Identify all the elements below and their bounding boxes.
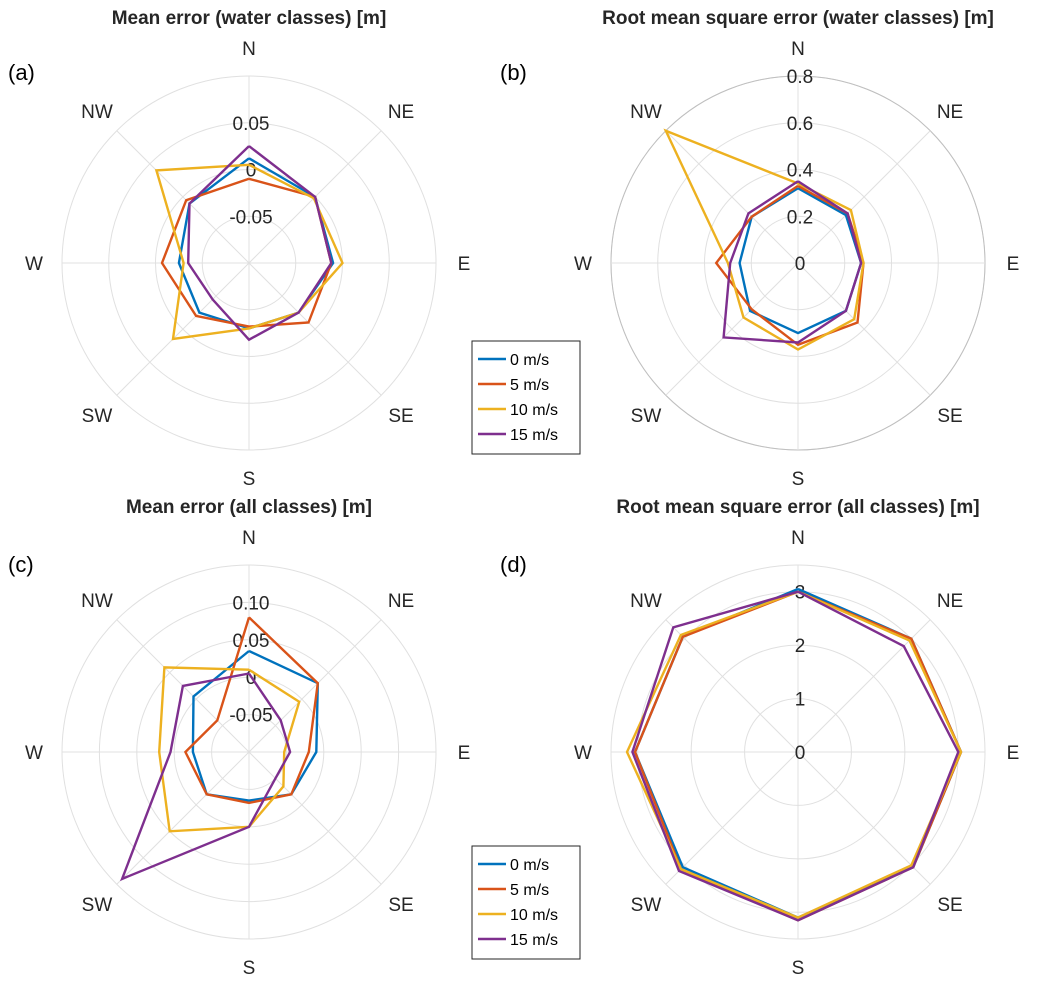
series-line bbox=[186, 145, 333, 342]
direction-label: NW bbox=[81, 591, 113, 612]
series-line bbox=[625, 590, 963, 919]
direction-label: SE bbox=[937, 895, 962, 916]
direction-label: NW bbox=[630, 591, 662, 612]
direction-label: E bbox=[458, 743, 471, 764]
grid-spoke bbox=[665, 751, 799, 885]
series-line bbox=[154, 163, 344, 341]
legend-label: 10 m/s bbox=[510, 907, 558, 924]
grid-spoke bbox=[248, 751, 382, 885]
legend-label: 10 m/s bbox=[510, 402, 558, 419]
polar-panel-d: Root mean square error (all classes) [m]… bbox=[500, 497, 1019, 979]
legend-label: 0 m/s bbox=[510, 857, 549, 874]
legend: 0 m/s 5 m/s 10 m/s 15 m/s bbox=[471, 340, 581, 455]
radial-tick-label: 2 bbox=[795, 636, 806, 657]
grid-spoke bbox=[797, 262, 931, 396]
series-line bbox=[183, 616, 320, 805]
radial-tick-label: 0.05 bbox=[233, 114, 270, 135]
series-line bbox=[631, 590, 960, 922]
radial-tick-label: 0 bbox=[795, 254, 806, 275]
radial-tick-label: 0 bbox=[246, 668, 257, 689]
series-line bbox=[157, 666, 301, 833]
radial-tick-label: 1 bbox=[795, 690, 806, 711]
direction-label: W bbox=[25, 743, 43, 764]
direction-label: E bbox=[458, 254, 471, 275]
panel-label: (c) bbox=[8, 552, 34, 577]
grid-spoke bbox=[116, 130, 250, 264]
direction-label: S bbox=[792, 958, 805, 979]
series-line bbox=[722, 180, 863, 344]
grid-spoke bbox=[797, 130, 931, 264]
grid-spoke bbox=[248, 262, 382, 396]
grid-spoke bbox=[665, 619, 799, 753]
polar-panel-b: Root mean square error (water classes) [… bbox=[500, 8, 1019, 490]
direction-label: N bbox=[791, 39, 805, 60]
direction-label: W bbox=[25, 254, 43, 275]
grid-spoke bbox=[116, 751, 250, 885]
panel-label: (a) bbox=[8, 60, 35, 85]
direction-label: W bbox=[574, 743, 592, 764]
direction-label: E bbox=[1007, 743, 1020, 764]
grid-spoke bbox=[665, 262, 799, 396]
radial-tick-label: 0 bbox=[795, 743, 806, 764]
panel-title: Root mean square error (all classes) [m] bbox=[616, 497, 979, 518]
radial-tick-label: 0.8 bbox=[787, 67, 813, 88]
series-line bbox=[177, 157, 335, 330]
radial-tick-label: 0 bbox=[246, 161, 257, 182]
direction-label: N bbox=[242, 528, 256, 549]
grid-spoke bbox=[665, 130, 799, 264]
radial-tick-label: 0.05 bbox=[233, 631, 270, 652]
direction-label: NE bbox=[937, 102, 963, 123]
panel-label: (d) bbox=[500, 552, 527, 577]
direction-label: NE bbox=[937, 591, 963, 612]
direction-label: N bbox=[791, 528, 805, 549]
grid-spoke bbox=[248, 619, 382, 753]
direction-label: SE bbox=[937, 406, 962, 427]
direction-label: S bbox=[243, 958, 256, 979]
radial-tick-label: 0.6 bbox=[787, 114, 813, 135]
series-line bbox=[738, 187, 863, 335]
direction-label: SE bbox=[388, 895, 413, 916]
polar-panel-a: Mean error (water classes) [m] (a) N NE E SE S… bbox=[8, 8, 470, 490]
legend-label: 5 m/s bbox=[510, 882, 549, 899]
direction-label: SE bbox=[388, 406, 413, 427]
radial-tick-label: -0.05 bbox=[229, 207, 272, 228]
legend-label: 5 m/s bbox=[510, 377, 549, 394]
direction-label: NE bbox=[388, 591, 414, 612]
grid-spoke bbox=[116, 262, 250, 396]
direction-label: NE bbox=[388, 102, 414, 123]
legend: 0 m/s 5 m/s 10 m/s 15 m/s bbox=[471, 845, 581, 960]
panel-title: Mean error (all classes) [m] bbox=[126, 497, 372, 518]
radial-tick-label: 0.4 bbox=[787, 161, 814, 182]
grid-spoke bbox=[797, 619, 931, 753]
radial-tick-label: 0.2 bbox=[787, 207, 813, 228]
direction-label: SW bbox=[631, 406, 662, 427]
direction-label: S bbox=[243, 469, 256, 490]
legend-label: 15 m/s bbox=[510, 932, 558, 949]
direction-label: SW bbox=[82, 406, 113, 427]
direction-label: S bbox=[792, 469, 805, 490]
direction-label: NW bbox=[630, 102, 662, 123]
direction-label: SW bbox=[82, 895, 113, 916]
panel-title: Root mean square error (water classes) [… bbox=[602, 8, 994, 29]
series-line bbox=[663, 128, 865, 351]
legend-label: 15 m/s bbox=[510, 427, 558, 444]
series-line bbox=[191, 649, 320, 802]
direction-label: E bbox=[1007, 254, 1020, 275]
polar-panel-c: Mean error (all classes) [m] (c) N NE E SE S SW… bbox=[8, 497, 470, 979]
direction-label: SW bbox=[631, 895, 662, 916]
series-line bbox=[119, 672, 292, 882]
legend-label: 0 m/s bbox=[510, 352, 549, 369]
radial-tick-label: 0.10 bbox=[233, 593, 270, 614]
panel-title: Mean error (water classes) [m] bbox=[112, 8, 387, 29]
grid-spoke bbox=[797, 751, 931, 885]
direction-label: W bbox=[574, 254, 592, 275]
radial-tick-label: -0.05 bbox=[229, 706, 272, 727]
panel-label: (b) bbox=[500, 60, 527, 85]
direction-label: N bbox=[242, 39, 256, 60]
direction-label: NW bbox=[81, 102, 113, 123]
